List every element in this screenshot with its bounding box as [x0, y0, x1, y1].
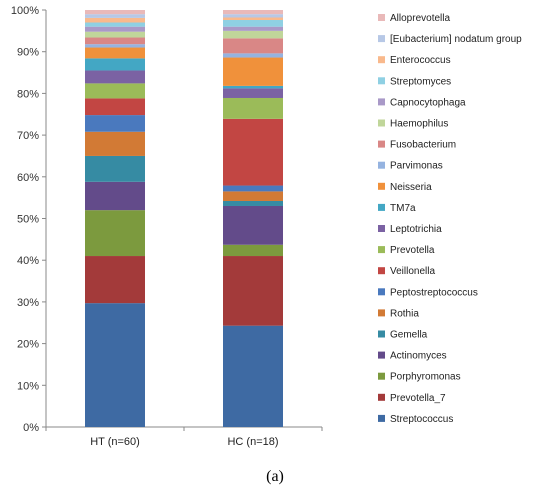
bar-segment [223, 256, 283, 326]
legend-label: Parvimonas [390, 161, 443, 172]
bar-segment [223, 88, 283, 98]
y-tick-label: 30% [17, 297, 39, 309]
figure-caption: (a) [266, 468, 284, 485]
bar-segment [85, 17, 145, 23]
y-tick-label: 60% [17, 172, 39, 184]
bar-segment [223, 57, 283, 86]
legend-label: Haemophilus [390, 119, 448, 130]
bar-segment [223, 85, 283, 89]
bar-segment [223, 185, 283, 192]
bar-segment [85, 31, 145, 38]
legend-swatch [378, 267, 385, 275]
legend-swatch [378, 330, 385, 338]
legend-swatch [378, 35, 385, 43]
y-tick-label: 20% [17, 339, 39, 351]
bar-segment [223, 118, 283, 186]
legend-swatch [378, 182, 385, 190]
legend-label: Alloprevotella [390, 13, 450, 24]
x-category-label: HC (n=18) [227, 436, 278, 448]
bar-stacks [85, 10, 283, 427]
legend-label: Neisseria [390, 182, 432, 193]
y-tick-label: 10% [17, 380, 39, 392]
legend-swatch [378, 119, 385, 127]
y-tick-label: 0% [23, 422, 39, 434]
bar-segment [223, 30, 283, 39]
bar-segment [223, 200, 283, 206]
legend-label: TM7a [390, 203, 416, 214]
bar-segment [85, 83, 145, 99]
bar-segment [85, 14, 145, 18]
bar-segment [85, 47, 145, 59]
bar-segment [223, 244, 283, 257]
bar-segment [223, 26, 283, 31]
legend-label: Gemella [390, 330, 428, 341]
x-category-label: HT (n=60) [90, 436, 140, 448]
y-tick-label: 90% [17, 47, 39, 59]
bar-segment [85, 131, 145, 156]
bar-segment [85, 303, 145, 427]
legend-swatch [378, 309, 385, 317]
bar-segment [223, 20, 283, 27]
legend-label: Leptotrichia [390, 224, 442, 235]
bar-segment [85, 115, 145, 132]
bar-segment [85, 26, 145, 32]
bar-segment [85, 98, 145, 116]
bar-segment [223, 10, 283, 15]
bar-segment [223, 191, 283, 201]
legend-label: Fusobacterium [390, 140, 456, 151]
bar-segment [85, 155, 145, 182]
legend-swatch [378, 288, 385, 296]
legend-label: Streptomyces [390, 76, 451, 87]
legend: Alloprevotella [Eubacterium] nodatum grou… [378, 13, 522, 425]
legend-label: Veillonella [390, 266, 435, 277]
legend-swatch [378, 372, 385, 380]
bar-segment [85, 10, 145, 15]
legend-label: Enterococcus [390, 55, 451, 66]
y-tick-label: 40% [17, 255, 39, 267]
legend-swatch [378, 414, 385, 422]
y-tick-label: 70% [17, 130, 39, 142]
legend-label: [Eubacterium] nodatum group [390, 34, 522, 45]
bar-segment [85, 210, 145, 257]
legend-swatch [378, 351, 385, 359]
chart-axes: 0% 10% 20% 30% 40% 50% 60% 70% 80% 90% 100% [11, 5, 323, 434]
x-axis-labels: HT (n=60) HC (n=18) [90, 436, 278, 448]
legend-swatch [378, 161, 385, 169]
bar-segment [85, 181, 145, 211]
bar-segment [85, 37, 145, 45]
bar-segment [85, 70, 145, 84]
legend-swatch [378, 140, 385, 148]
bar-segment [85, 256, 145, 304]
bar-segment [223, 97, 283, 119]
bar-segment [223, 205, 283, 245]
bar-segment [85, 22, 145, 27]
legend-label: Peptostreptococcus [390, 287, 478, 298]
legend-label: Prevotella_7 [390, 393, 446, 404]
legend-label: Actinomyces [390, 351, 447, 362]
legend-swatch [378, 225, 385, 232]
legend-swatch [378, 77, 385, 85]
legend-swatch [378, 14, 385, 21]
y-tick-label: 80% [17, 88, 39, 100]
y-tick-label: 100% [11, 5, 39, 17]
y-tick-label: 50% [17, 214, 39, 226]
legend-label: Capnocytophaga [390, 97, 466, 108]
bar-segment [223, 17, 283, 21]
bar-segment [85, 58, 145, 71]
legend-label: Prevotella [390, 245, 435, 256]
bar-segment [223, 38, 283, 54]
legend-swatch [378, 393, 385, 401]
legend-swatch [378, 56, 385, 64]
legend-swatch [378, 98, 385, 106]
legend-label: Rothia [390, 308, 419, 319]
legend-label: Porphyromonas [390, 372, 461, 383]
bar-segment [223, 325, 283, 427]
legend-label: Streptococcus [390, 414, 453, 425]
bar-segment [85, 44, 145, 48]
bar-segment [223, 14, 283, 18]
bar-segment [223, 53, 283, 58]
legend-swatch [378, 203, 385, 211]
legend-swatch [378, 246, 385, 254]
